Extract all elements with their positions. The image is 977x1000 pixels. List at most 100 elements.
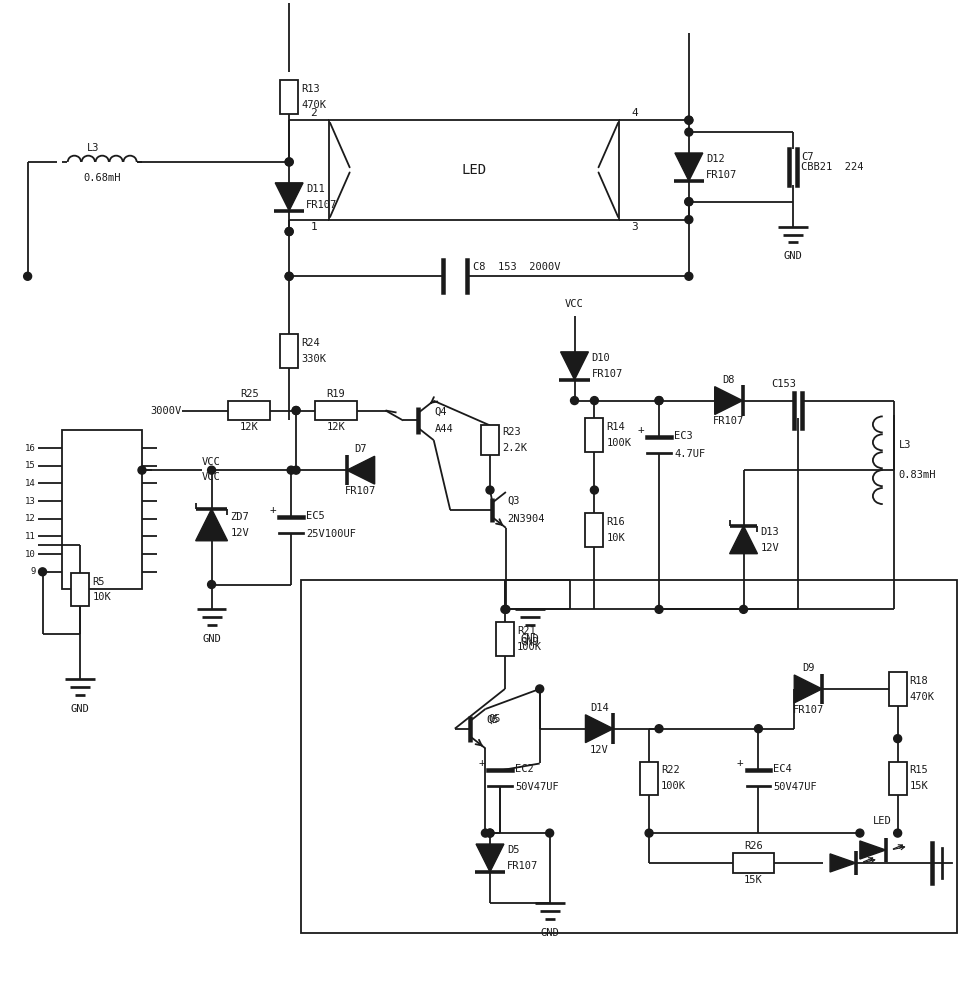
Text: FR107: FR107 <box>591 369 622 379</box>
Bar <box>229 401 271 420</box>
Circle shape <box>655 397 663 405</box>
Circle shape <box>285 272 293 280</box>
Text: 2.2K: 2.2K <box>502 443 527 453</box>
Circle shape <box>535 685 543 693</box>
Text: C7: C7 <box>801 152 814 162</box>
Text: 3000V: 3000V <box>150 406 182 416</box>
Text: D7: D7 <box>355 444 367 454</box>
Circle shape <box>685 116 693 124</box>
Text: 1: 1 <box>311 222 317 232</box>
Text: D9: D9 <box>802 663 815 673</box>
Text: LED: LED <box>461 163 487 177</box>
Text: VCC: VCC <box>565 299 584 309</box>
Text: R26: R26 <box>744 841 763 851</box>
Text: 330K: 330K <box>301 354 326 364</box>
Circle shape <box>546 829 554 837</box>
Text: R24: R24 <box>301 338 319 348</box>
Polygon shape <box>585 715 614 743</box>
Text: GND: GND <box>202 634 221 644</box>
Text: 14: 14 <box>24 479 35 488</box>
Bar <box>496 622 514 656</box>
Text: 25V100UF: 25V100UF <box>306 529 356 539</box>
Polygon shape <box>730 526 757 554</box>
Circle shape <box>754 725 762 733</box>
Circle shape <box>292 466 300 474</box>
Circle shape <box>685 128 693 136</box>
Bar <box>63 430 142 589</box>
Text: 15K: 15K <box>744 875 763 885</box>
Text: GND: GND <box>521 637 539 647</box>
Text: R21: R21 <box>517 626 535 636</box>
Polygon shape <box>675 153 702 181</box>
Text: R25: R25 <box>240 389 259 399</box>
Bar <box>329 120 619 220</box>
Text: 15K: 15K <box>910 781 928 791</box>
Text: D13: D13 <box>760 527 780 537</box>
Circle shape <box>645 829 653 837</box>
Text: 10: 10 <box>24 550 35 559</box>
Circle shape <box>590 397 598 405</box>
Text: +: + <box>270 505 276 515</box>
Text: 3: 3 <box>631 222 638 232</box>
Polygon shape <box>347 456 374 484</box>
Text: CBB21  224: CBB21 224 <box>801 162 864 172</box>
Circle shape <box>285 158 293 166</box>
Circle shape <box>482 829 489 837</box>
Text: R14: R14 <box>607 422 625 432</box>
Text: EC3: EC3 <box>674 431 693 441</box>
Circle shape <box>740 605 747 613</box>
Circle shape <box>685 272 693 280</box>
Circle shape <box>502 605 510 613</box>
Polygon shape <box>561 352 588 380</box>
Circle shape <box>571 397 578 405</box>
Text: 12K: 12K <box>326 422 345 432</box>
Text: R16: R16 <box>607 517 625 527</box>
Circle shape <box>685 198 693 206</box>
Text: EC2: EC2 <box>515 764 533 774</box>
Text: GND: GND <box>521 634 539 644</box>
Circle shape <box>23 272 31 280</box>
Text: 12K: 12K <box>240 422 259 432</box>
Text: D11: D11 <box>306 184 324 194</box>
Circle shape <box>501 605 509 613</box>
Text: C8  153  2000V: C8 153 2000V <box>473 262 561 272</box>
Text: 100K: 100K <box>517 642 542 652</box>
Circle shape <box>856 829 864 837</box>
Circle shape <box>894 735 902 743</box>
Text: R23: R23 <box>502 427 521 437</box>
Text: D12: D12 <box>705 154 725 164</box>
Circle shape <box>486 829 494 837</box>
Circle shape <box>292 407 300 414</box>
Text: VCC: VCC <box>201 457 221 467</box>
Bar <box>481 425 499 455</box>
Text: A44: A44 <box>435 424 453 434</box>
Text: +: + <box>479 758 485 768</box>
Text: 9: 9 <box>30 567 35 576</box>
Bar <box>280 80 298 114</box>
Text: D8: D8 <box>722 375 735 385</box>
Circle shape <box>207 581 216 588</box>
Circle shape <box>655 605 663 613</box>
Polygon shape <box>476 844 504 872</box>
Bar <box>889 672 907 706</box>
Text: 2N3904: 2N3904 <box>507 514 544 524</box>
Text: D5: D5 <box>507 845 520 855</box>
Circle shape <box>685 198 693 206</box>
Circle shape <box>292 407 300 414</box>
Text: FR107: FR107 <box>306 200 337 210</box>
Circle shape <box>655 397 663 405</box>
Polygon shape <box>276 183 303 211</box>
Text: 10K: 10K <box>607 533 625 543</box>
Text: Q3: Q3 <box>507 496 520 506</box>
Circle shape <box>486 486 494 494</box>
Text: FR107: FR107 <box>792 705 824 715</box>
Text: 4.7UF: 4.7UF <box>674 449 705 459</box>
Circle shape <box>655 725 663 733</box>
Bar <box>585 513 604 547</box>
Bar <box>301 580 957 933</box>
Polygon shape <box>715 387 743 414</box>
Text: 470K: 470K <box>910 692 935 702</box>
Text: 13: 13 <box>24 497 35 506</box>
Bar <box>280 334 298 368</box>
Text: 12: 12 <box>24 514 35 523</box>
